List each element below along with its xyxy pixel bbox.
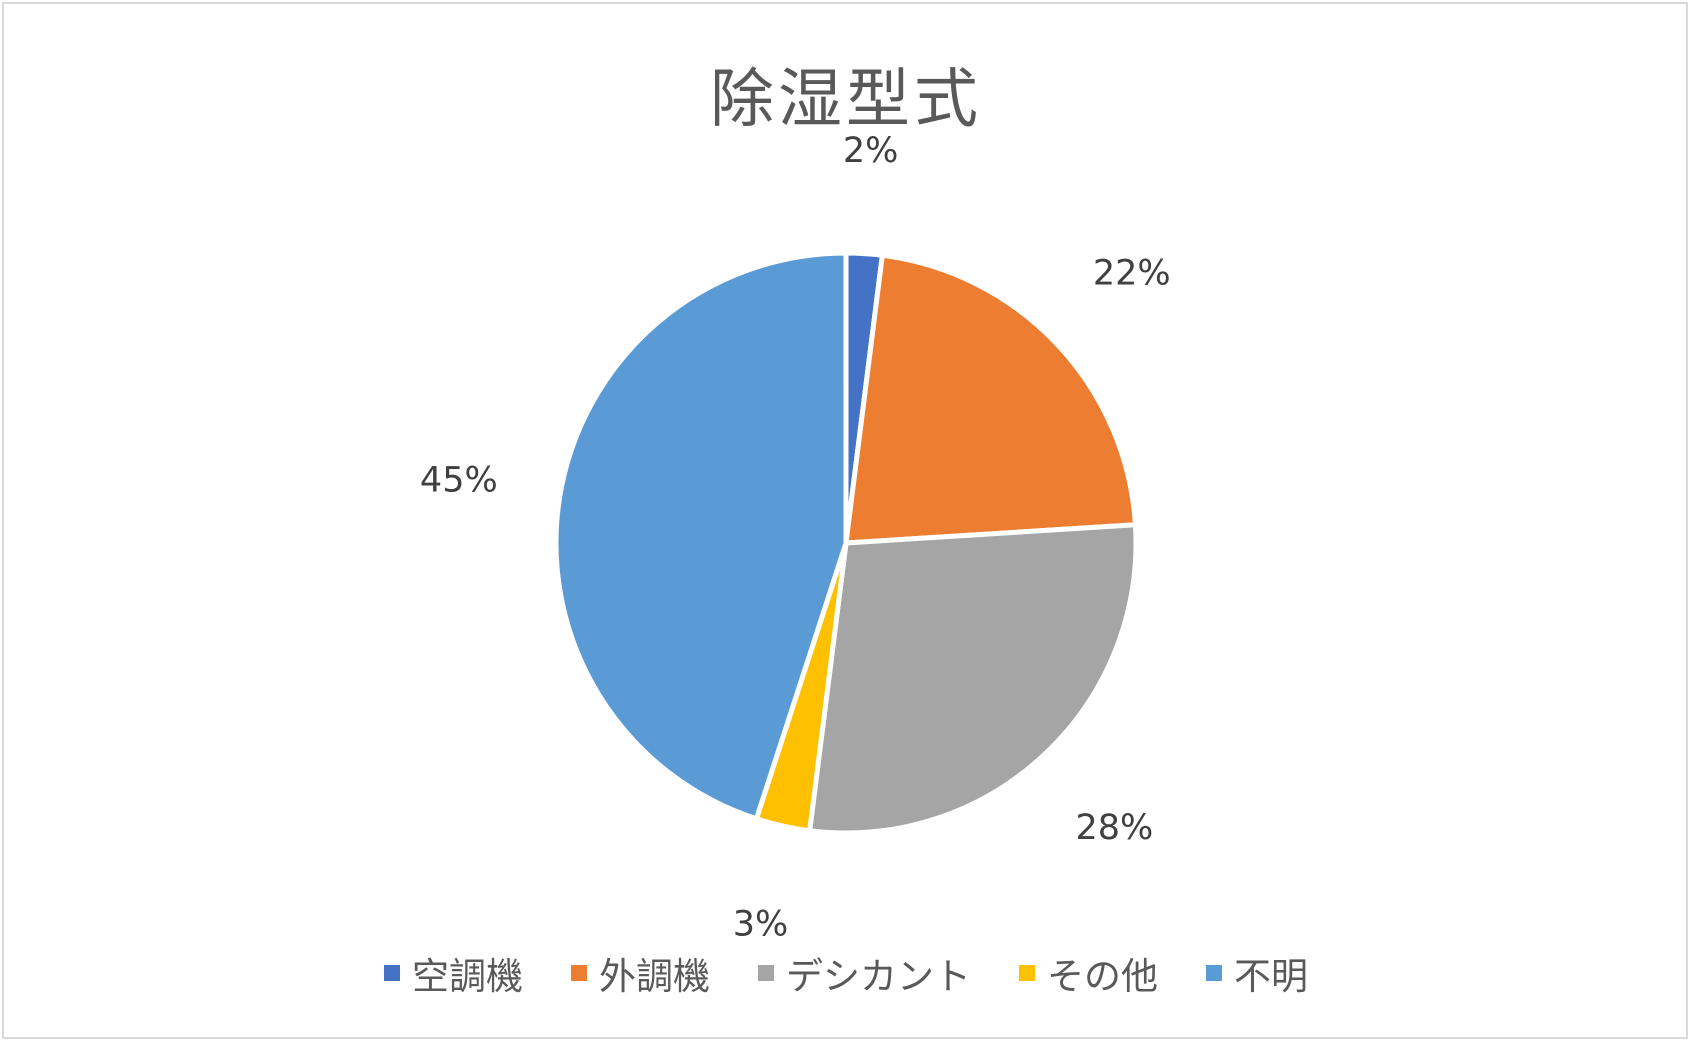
legend-label: その他 (1047, 955, 1158, 998)
legend-label: 不明 (1234, 955, 1308, 998)
data-label: 2% (843, 131, 899, 171)
legend-item: デシカント (758, 946, 971, 1000)
legend-label: デシカント (786, 955, 971, 998)
pie-slices (553, 250, 1139, 836)
legend-item: 不明 (1206, 946, 1308, 1000)
chart-title: 除湿型式 (710, 63, 982, 137)
pie-slice (807, 522, 1139, 836)
pie-slice (553, 250, 849, 822)
legend-label: 外調機 (599, 955, 710, 998)
legend-item: 外調機 (571, 946, 710, 1000)
legend-swatch (1019, 965, 1035, 981)
legend-swatch (384, 965, 400, 981)
legend-item: その他 (1019, 946, 1158, 1000)
data-label: 28% (1075, 808, 1153, 848)
legend-swatch (1206, 965, 1222, 981)
legend-label: 空調機 (412, 955, 523, 998)
pie-data-labels: 2% 22% 28% 3% 45% (420, 131, 1171, 945)
pie-slice (843, 252, 1138, 546)
data-label: 45% (420, 461, 498, 501)
data-label: 3% (733, 905, 789, 945)
data-label: 22% (1093, 254, 1171, 294)
legend-item: 空調機 (384, 946, 523, 1000)
legend-swatch (758, 965, 774, 981)
legend-swatch (571, 965, 587, 981)
legend: 空調機 外調機 デシカント その他 不明 (0, 946, 1692, 1000)
